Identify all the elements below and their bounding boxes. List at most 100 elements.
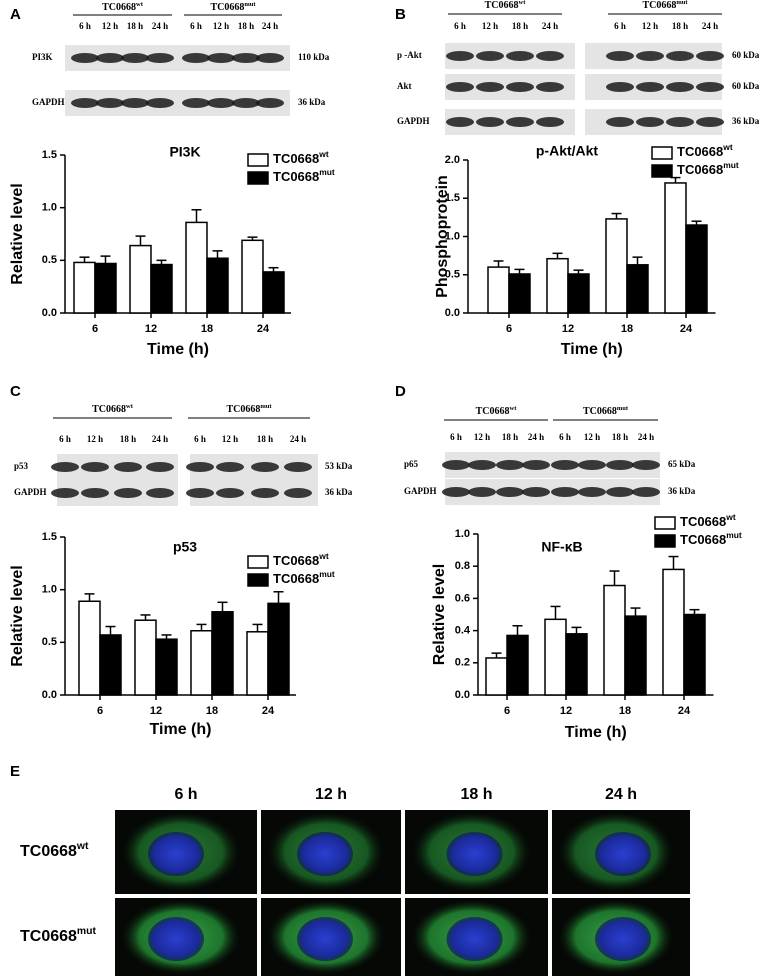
- column-label: 24 h: [605, 786, 637, 803]
- blot-time-label: 18 h: [672, 21, 688, 31]
- bar: [565, 633, 588, 696]
- blot-band: [182, 98, 210, 108]
- y-tick-label: 1.0: [455, 528, 470, 540]
- bar: [487, 266, 510, 314]
- column-label: 12 h: [315, 786, 347, 803]
- blot-time-label: 6 h: [559, 432, 571, 442]
- bar: [150, 263, 173, 314]
- blot-band: [186, 488, 214, 498]
- blot-row-label: Akt: [397, 81, 412, 91]
- blot-band: [536, 82, 564, 92]
- y-tick-label: 0.0: [445, 307, 460, 319]
- legend-swatch: [654, 534, 676, 548]
- x-tick-label: 18: [621, 323, 633, 335]
- blot-time-label: 6 h: [59, 434, 71, 444]
- blot-band: [232, 98, 260, 108]
- bar: [567, 273, 590, 314]
- column-label: 6 h: [174, 786, 197, 803]
- bar: [605, 218, 628, 314]
- blot-group-label-base: TC0668: [476, 406, 510, 417]
- blot-group-label: TC0668mut: [210, 1, 256, 13]
- y-axis-label: Phosphoprotein: [434, 175, 451, 298]
- legend-label: TC0668mut: [677, 160, 739, 177]
- y-tick-label: 0.6: [455, 592, 470, 604]
- y-tick-label: 2.0: [445, 154, 460, 166]
- blot-band: [96, 53, 124, 63]
- blot-band: [216, 488, 244, 498]
- blot-time-label: 6 h: [454, 21, 466, 31]
- row-label-sup: wt: [76, 841, 89, 852]
- blot-time-label: 12 h: [87, 434, 103, 444]
- blot-group-label-sup: wt: [136, 1, 144, 8]
- cell-nucleus: [297, 832, 353, 876]
- bar: [485, 657, 508, 696]
- blot-time-label: 18 h: [127, 21, 143, 31]
- blot-band: [632, 460, 660, 470]
- y-tick-label: 0.8: [455, 560, 470, 572]
- panel-letter: A: [10, 6, 21, 23]
- blot-band: [632, 487, 660, 497]
- x-tick-label: 12: [150, 705, 162, 717]
- blot-time-label: 18 h: [238, 21, 254, 31]
- blot-band: [114, 488, 142, 498]
- blot-time-label: 24 h: [702, 21, 718, 31]
- blot-time-label: 12 h: [642, 21, 658, 31]
- blot-band: [636, 82, 664, 92]
- y-tick-label: 1.0: [42, 202, 57, 214]
- bar: [683, 613, 706, 696]
- blot-band: [121, 53, 149, 63]
- bar: [546, 257, 569, 314]
- blot-band: [476, 82, 504, 92]
- blot-size-label: 65 kDa: [668, 459, 696, 469]
- legend-label-base: TC0668: [273, 169, 319, 184]
- legend-label-sup: wt: [725, 512, 736, 522]
- blot-group-label-base: TC0668: [485, 0, 519, 11]
- blot-group-label-sup: mut: [260, 403, 272, 410]
- y-tick-label: 0.0: [455, 689, 470, 701]
- blot-band: [522, 487, 550, 497]
- blot-group-label: TC0668wt: [102, 1, 144, 13]
- blot-band: [606, 460, 634, 470]
- blot-band: [551, 487, 579, 497]
- blot-band: [207, 53, 235, 63]
- chart-title: PI3K: [169, 144, 200, 160]
- y-axis-label: Relative level: [431, 564, 448, 665]
- x-tick-label: 24: [262, 705, 275, 717]
- bar: [94, 262, 117, 314]
- blot-band: [182, 53, 210, 63]
- bar: [241, 239, 264, 314]
- blot-group-label: TC0668mut: [642, 0, 688, 11]
- blot-time-label: 24 h: [152, 21, 168, 31]
- y-axis-label: Relative level: [9, 565, 26, 666]
- bar: [78, 600, 101, 696]
- cell-nucleus: [148, 832, 204, 876]
- x-axis-label: Time (h): [565, 724, 627, 741]
- blot-band: [506, 82, 534, 92]
- cell-nucleus: [446, 832, 503, 876]
- blot-band: [256, 98, 284, 108]
- blot-group-label-base: TC0668: [226, 404, 260, 415]
- blot-time-label: 12 h: [102, 21, 118, 31]
- cell-nucleus: [297, 917, 353, 961]
- panel-letter: E: [10, 763, 20, 780]
- legend-label: TC0668mut: [680, 530, 742, 547]
- blot-band: [522, 460, 550, 470]
- blot-row-label: p65: [404, 459, 419, 469]
- bar: [506, 634, 529, 696]
- row-label-sup: mut: [77, 926, 97, 937]
- bar: [246, 631, 269, 696]
- blot-group-label-base: TC0668: [642, 0, 676, 11]
- blot-band: [146, 53, 174, 63]
- legend-swatch: [651, 164, 673, 178]
- blot-group-label-sup: mut: [244, 1, 256, 8]
- blot-band: [207, 98, 235, 108]
- blot-group-label: TC0668wt: [476, 405, 518, 417]
- blot-band: [536, 51, 564, 61]
- blot-group-label: TC0668wt: [485, 0, 527, 11]
- row-label: TC0668mut: [20, 926, 97, 945]
- bar: [129, 244, 152, 314]
- x-tick-label: 12: [560, 705, 572, 717]
- blot-band: [496, 487, 524, 497]
- blot-row-label: PI3K: [32, 52, 53, 62]
- blot-band: [251, 462, 279, 472]
